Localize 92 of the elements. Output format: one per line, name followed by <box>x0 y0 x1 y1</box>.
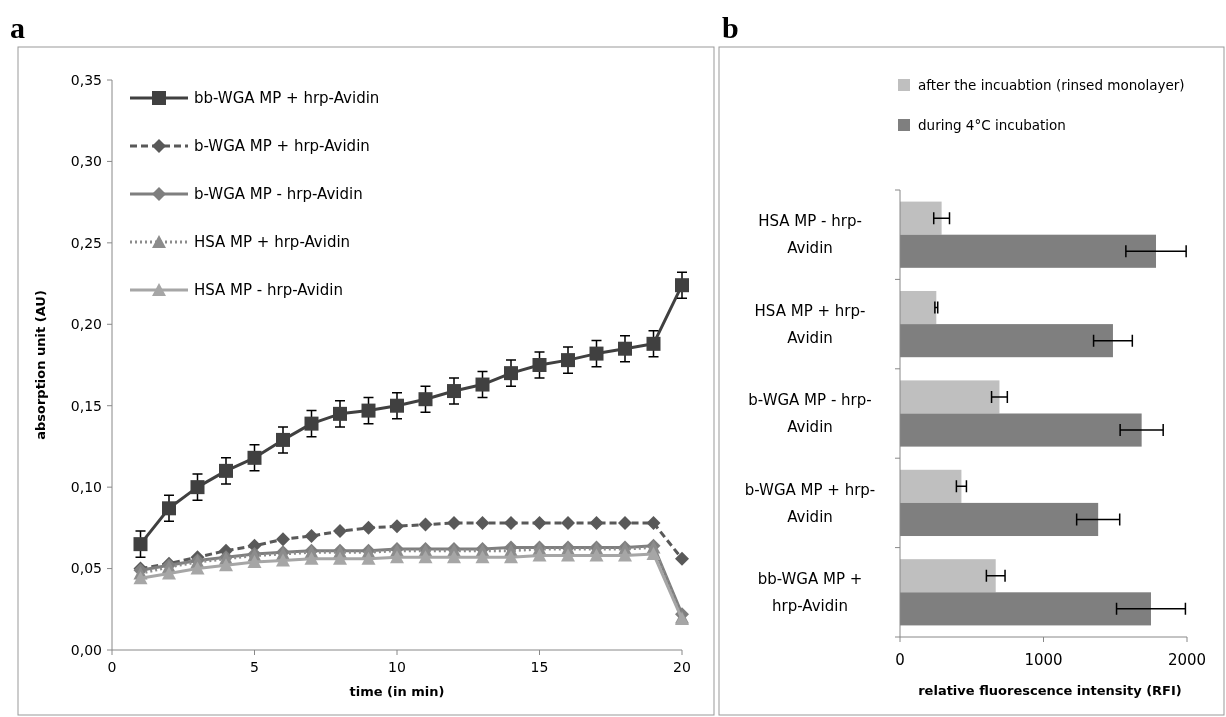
point <box>532 358 547 372</box>
point <box>618 548 632 562</box>
point <box>219 558 233 572</box>
x-tick-label: 2000 <box>1167 651 1207 669</box>
point <box>675 551 689 566</box>
legend-label: HSA MP + hrp-Avidin <box>194 233 351 252</box>
x-tick-label: 10 <box>388 659 406 675</box>
legend-label: b-WGA MP - hrp-Avidin <box>194 185 363 204</box>
y-tick-label: b-WGA MP + hrp-Avidin <box>744 480 876 526</box>
point <box>133 571 148 585</box>
point <box>532 548 547 562</box>
point <box>532 515 547 530</box>
chart-title: a <box>10 11 25 44</box>
y-tick-label: 0,20 <box>70 316 102 333</box>
point <box>447 550 461 564</box>
point <box>475 377 490 392</box>
point <box>646 515 661 530</box>
point <box>276 432 290 447</box>
legend-label: b-WGA MP + hrp-Avidin <box>194 137 370 156</box>
point <box>646 546 661 560</box>
bar <box>900 290 937 325</box>
y-tick-label: b-WGA MP - hrp-Avidin <box>748 391 872 437</box>
y-tick-label: 0,35 <box>70 71 102 88</box>
point <box>304 551 319 565</box>
y-tick-label: HSA MP - hrp-Avidin <box>758 212 862 258</box>
x-axis-title: relative fluorescence intensity (RFI) <box>918 683 1182 698</box>
point <box>589 548 604 562</box>
point <box>447 515 461 530</box>
legend-label: bb-WGA MP + hrp-Avidin <box>194 89 380 108</box>
point <box>162 501 176 516</box>
point <box>618 341 632 356</box>
bar <box>900 380 1000 414</box>
point <box>504 550 518 564</box>
x-axis-title: time (in min) <box>349 684 445 699</box>
point <box>361 520 376 535</box>
point <box>333 406 347 421</box>
bar <box>900 201 942 235</box>
point <box>361 403 376 418</box>
legend-label: after the incuabtion (rinsed monolayer) <box>918 76 1185 93</box>
y-tick-label: 0,30 <box>70 153 102 170</box>
point <box>333 551 347 565</box>
point <box>618 515 632 530</box>
point <box>504 515 518 530</box>
y-axis-title: absorption unit (AU) <box>33 290 48 440</box>
legend-label: HSA MP - hrp-Avidin <box>194 281 343 300</box>
bar <box>900 469 962 503</box>
point <box>504 366 518 381</box>
point <box>304 416 319 431</box>
point <box>361 551 376 565</box>
point <box>418 517 433 532</box>
point <box>561 353 575 368</box>
legend-label: during 4°C incubation <box>918 116 1066 133</box>
point <box>561 515 575 530</box>
y-tick-label: 0,25 <box>70 234 102 251</box>
point <box>190 480 205 495</box>
point <box>418 392 433 407</box>
point <box>247 450 262 465</box>
y-tick-label: 0,15 <box>70 397 102 414</box>
y-tick-label: 0,00 <box>70 641 102 658</box>
point <box>646 336 661 351</box>
y-tick-label: 0,10 <box>70 479 102 496</box>
point <box>390 519 404 534</box>
x-tick-label: 5 <box>250 659 259 675</box>
point <box>190 561 205 575</box>
point <box>589 515 604 530</box>
x-tick-label: 0 <box>107 659 117 675</box>
point <box>390 550 404 564</box>
point <box>589 346 604 361</box>
point <box>304 529 319 543</box>
x-tick-label: 20 <box>673 659 691 675</box>
point <box>675 278 689 293</box>
x-tick-label: 0 <box>895 651 905 669</box>
point <box>276 553 290 567</box>
point <box>276 532 290 547</box>
y-tick-label: HSA MP + hrp-Avidin <box>754 301 866 347</box>
point <box>447 384 461 399</box>
y-tick-label: 0,05 <box>70 560 102 577</box>
x-tick-label: 1000 <box>1024 651 1063 669</box>
point <box>475 550 490 564</box>
point <box>219 463 233 478</box>
point <box>475 515 490 530</box>
point <box>390 398 404 413</box>
point <box>133 537 148 552</box>
point <box>418 550 433 564</box>
point <box>333 524 347 539</box>
point <box>162 566 176 580</box>
chart-title: b <box>722 11 739 44</box>
point <box>561 548 575 562</box>
x-tick-label: 15 <box>530 659 549 675</box>
y-tick-label: bb-WGA MP + hrp-Avidin <box>757 570 863 616</box>
point <box>247 555 262 569</box>
bar <box>900 559 996 593</box>
